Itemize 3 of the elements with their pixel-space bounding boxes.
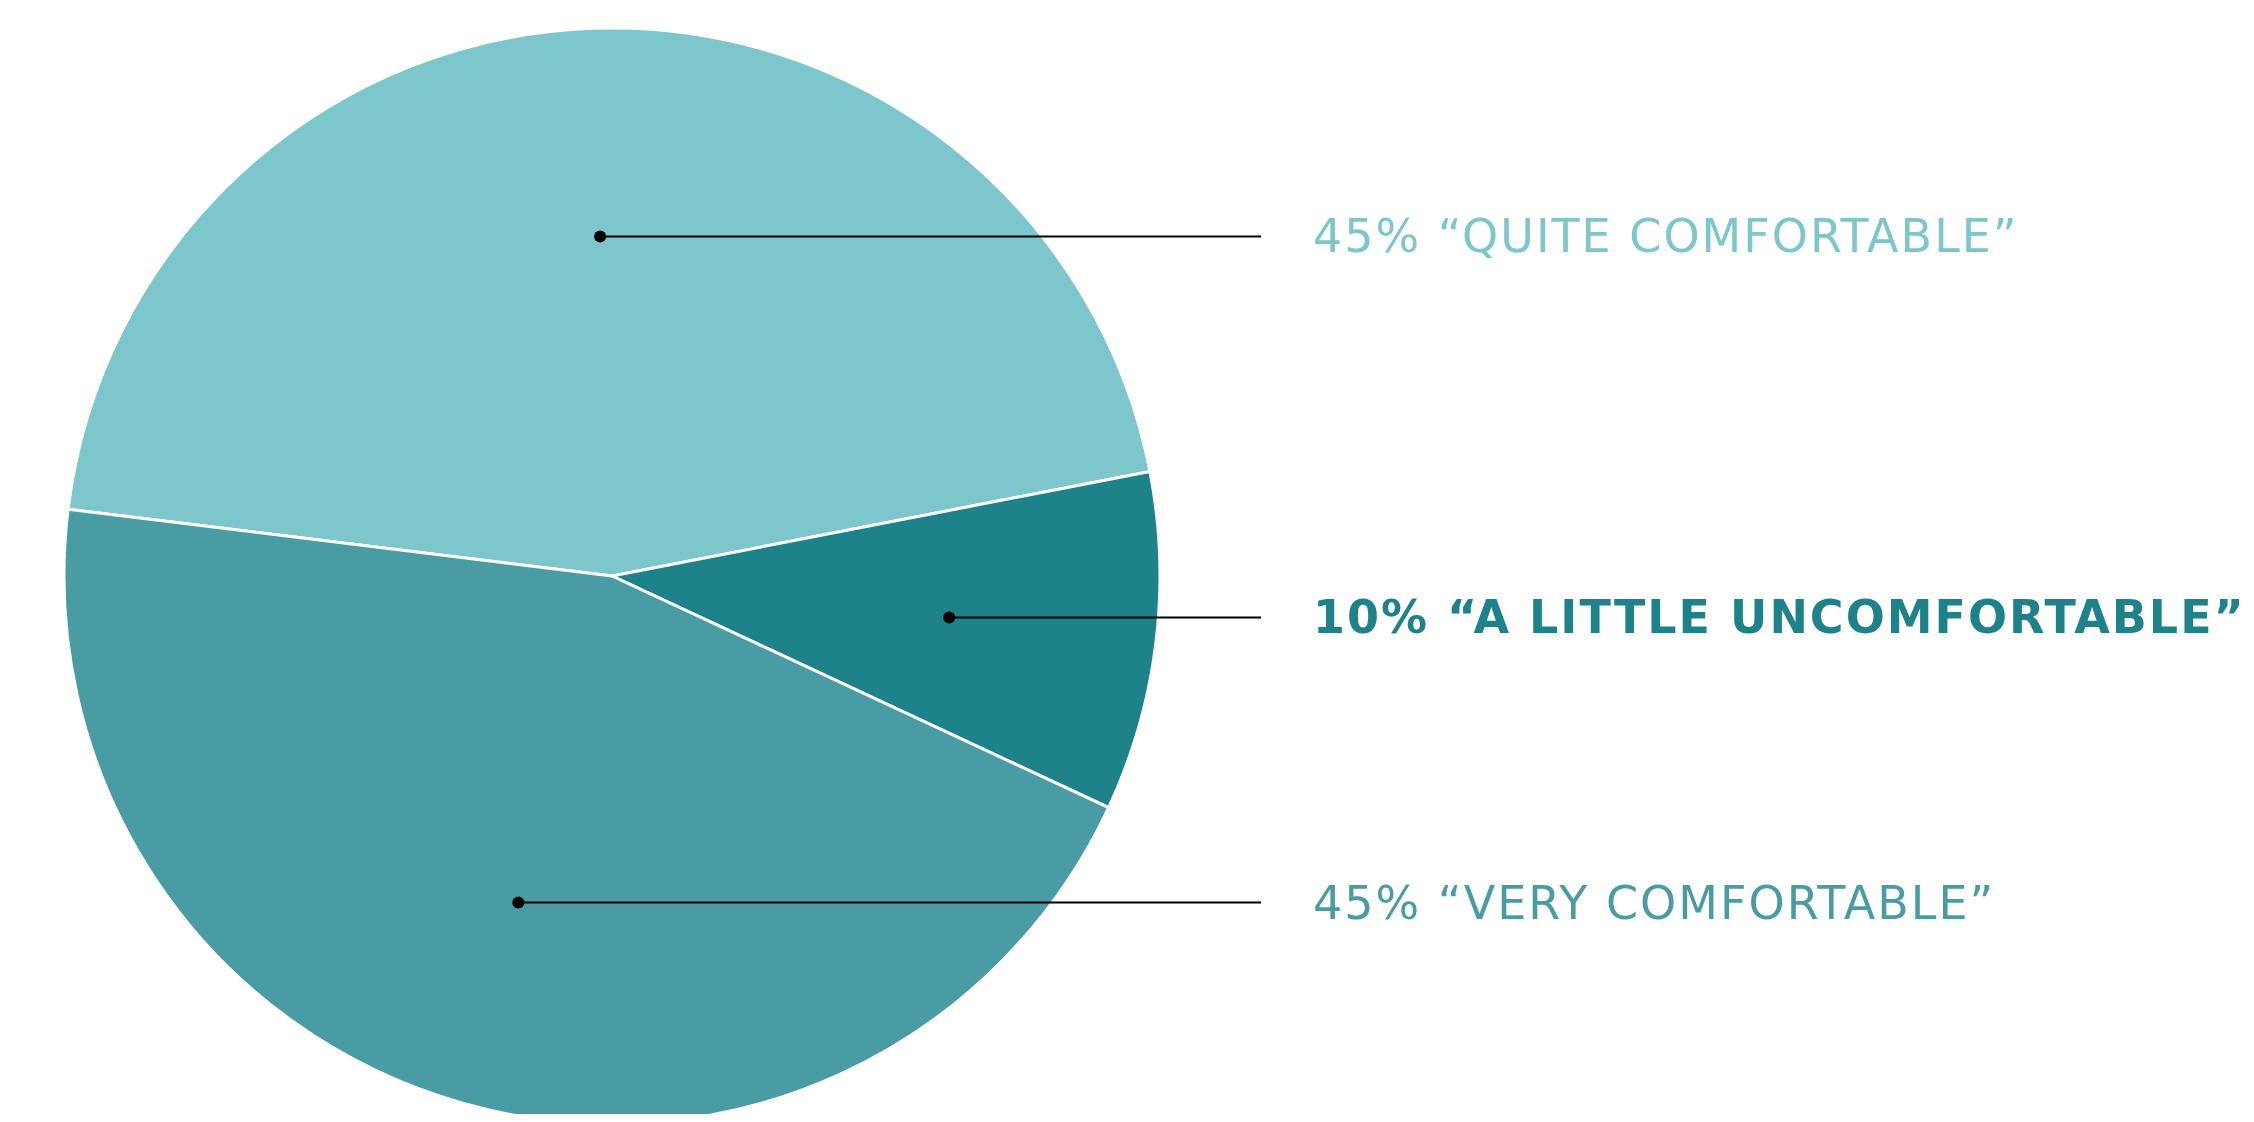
slice-label: 45% “QUITE COMFORTABLE” bbox=[1313, 209, 2019, 264]
slice-label: 45% “VERY COMFORTABLE” bbox=[1313, 875, 1996, 930]
slice-label: 10% “A LITTLE UNCOMFORTABLE” bbox=[1313, 590, 2246, 645]
